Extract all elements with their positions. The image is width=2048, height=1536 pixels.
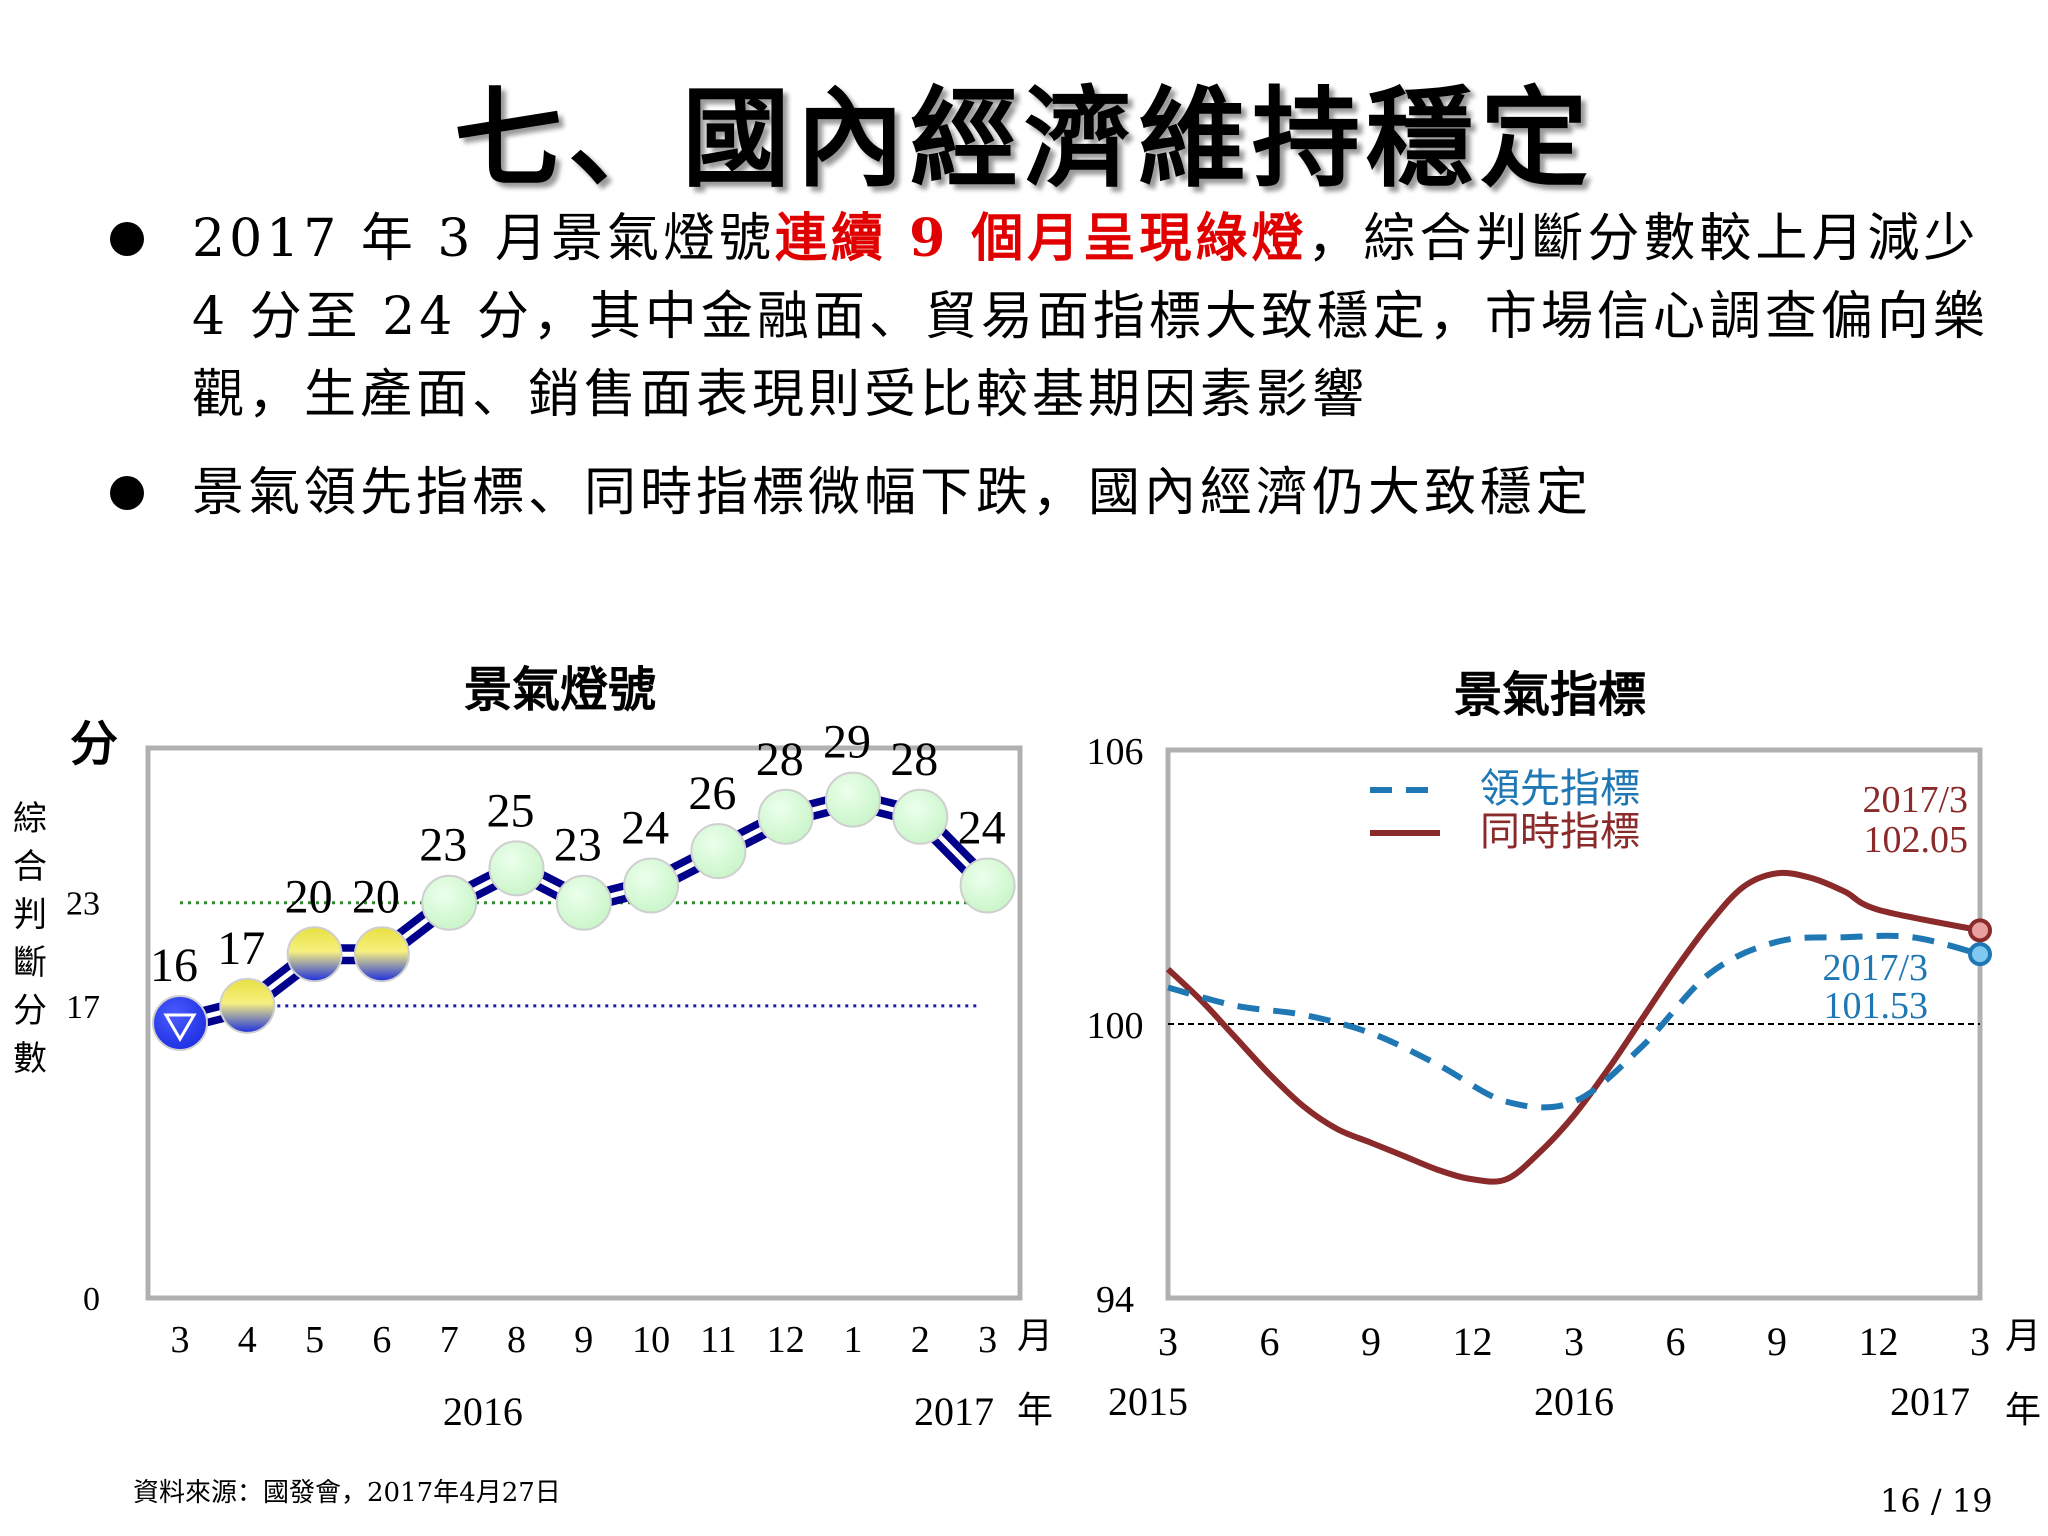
y-axis-label-char: 判 [13,897,47,934]
y-unit-label: 分 [70,718,118,771]
x-tick-label: 11 [700,1319,737,1361]
x-tick-label: 3 [1970,1319,1990,1364]
signal-light-marker [757,788,814,845]
y-tick-label: 17 [66,989,100,1026]
bullet-highlight: 連續 9 個月呈現綠燈 [775,208,1308,269]
x-unit-label: 月 [2005,1316,2041,1356]
y-axis-label-char: 斷 [13,944,47,982]
bullet-text: 景氣領先指標、同時指標微幅下跌，國內經濟仍大致穩定 [192,463,1593,523]
signal-light-marker [555,874,612,931]
y-tick-label: 0 [83,1281,100,1318]
x-tick-label: 1 [844,1319,863,1361]
x-tick-label: 5 [305,1319,324,1361]
leading-index-line [1167,932,1981,1111]
x-tick-label: 6 [1260,1319,1280,1364]
y-tick-label: 106 [1087,731,1144,773]
bullet-list: 2017 年 3 月景氣燈號連續 9 個月呈現綠燈，綜合判斷分數較上月減少 4 … [110,200,1990,552]
year-unit-label: 年 [1017,1390,1053,1430]
y-tick-label: 23 [66,886,100,923]
data-label: 24 [958,802,1006,855]
annotation-date: 2017/3 [1862,779,1968,821]
signal-light-marker [353,926,410,983]
x-tick-label: 6 [372,1319,391,1361]
year-label: 2015 [1108,1379,1188,1424]
x-unit-label: 月 [1017,1316,1053,1356]
signal-light-marker [421,874,478,931]
signal-light-marker [623,857,680,914]
x-tick-label: 3 [1158,1319,1178,1364]
index-chart-title: 景氣指標 [1453,667,1646,723]
x-tick-label: 2 [911,1319,930,1361]
data-source: 資料來源：國發會，2017年4月27日 [133,1478,561,1508]
x-tick-label: 6 [1666,1319,1686,1364]
signal-light-marker [959,857,1016,914]
x-tick-label: 3 [171,1319,190,1361]
bullet-text: 2017 年 3 月景氣燈號連續 9 個月呈現綠燈，綜合判斷分數較上月減少 4 … [192,208,1989,425]
y-axis-label-char: 合 [13,848,47,886]
data-label: 28 [756,733,804,786]
leading-end-marker [1968,942,1992,967]
x-tick-label: 7 [440,1319,459,1361]
data-label: 25 [487,784,535,837]
x-tick-label: 12 [767,1319,805,1361]
signal-chart-title: 景氣燈號 [463,662,656,718]
annotation-date: 2017/3 [1822,947,1928,989]
data-label: 20 [352,870,400,923]
legend-label: 同時指標 [1480,809,1640,854]
signal-light-marker [825,771,881,828]
year-label: 2017 [914,1389,994,1434]
x-tick-label: 9 [1361,1319,1381,1364]
x-tick-label: 9 [1767,1319,1787,1364]
y-axis-label-char: 數 [13,1040,47,1078]
data-label: 28 [890,733,938,786]
x-tick-label: 3 [978,1319,997,1361]
annotation-value: 102.05 [1864,819,1969,861]
page-title: 七、國內經濟維持穩定 [453,77,1594,202]
data-label: 23 [419,819,467,872]
signal-light-marker [892,788,949,845]
bullet-dot-icon [110,476,144,510]
signal-light-marker [488,840,545,897]
x-tick-label: 12 [1453,1319,1493,1364]
x-tick-label: 9 [574,1319,593,1361]
legend-label: 領先指標 [1480,766,1640,811]
blue-light-triangle-icon [163,1013,197,1042]
coincident-index-line [1165,869,1981,1185]
data-label: 29 [823,716,871,769]
bullet-item: 2017 年 3 月景氣燈號連續 9 個月呈現綠燈，綜合判斷分數較上月減少 4 … [110,200,1990,434]
bullet-dot-icon [110,222,144,256]
y-axis-label-char: 分 [13,993,47,1030]
coincident-end-marker [1968,918,1992,943]
year-label: 2017 [1890,1379,1970,1424]
x-tick-label: 4 [238,1319,257,1361]
plot-frame [145,745,1023,1301]
year-label: 2016 [1534,1379,1614,1424]
data-label: 23 [554,819,602,872]
signal-light-marker [690,823,747,880]
x-tick-label: 8 [507,1319,526,1361]
year-label: 2016 [443,1389,523,1434]
y-tick-label: 100 [1087,1005,1144,1047]
signal-light-marker [219,977,276,1034]
data-label: 16 [150,939,198,992]
page-number: 16 / 19 [1880,1482,1993,1520]
bullet-item: 景氣領先指標、同時指標微幅下跌，國內經濟仍大致穩定 [110,454,1990,532]
x-tick-label: 12 [1859,1319,1899,1364]
y-tick-label: 94 [1096,1279,1134,1321]
data-label: 26 [688,767,736,820]
signal-light-marker [152,995,208,1051]
data-label: 20 [285,870,333,923]
year-unit-label: 年 [2005,1390,2041,1430]
x-tick-label: 3 [1564,1319,1584,1364]
data-label: 24 [621,802,669,855]
y-axis-label-char: 綜 [13,800,47,838]
data-label: 17 [217,922,265,975]
annotation-value: 101.53 [1824,985,1929,1027]
x-tick-label: 10 [632,1319,670,1361]
signal-light-marker [286,926,343,983]
